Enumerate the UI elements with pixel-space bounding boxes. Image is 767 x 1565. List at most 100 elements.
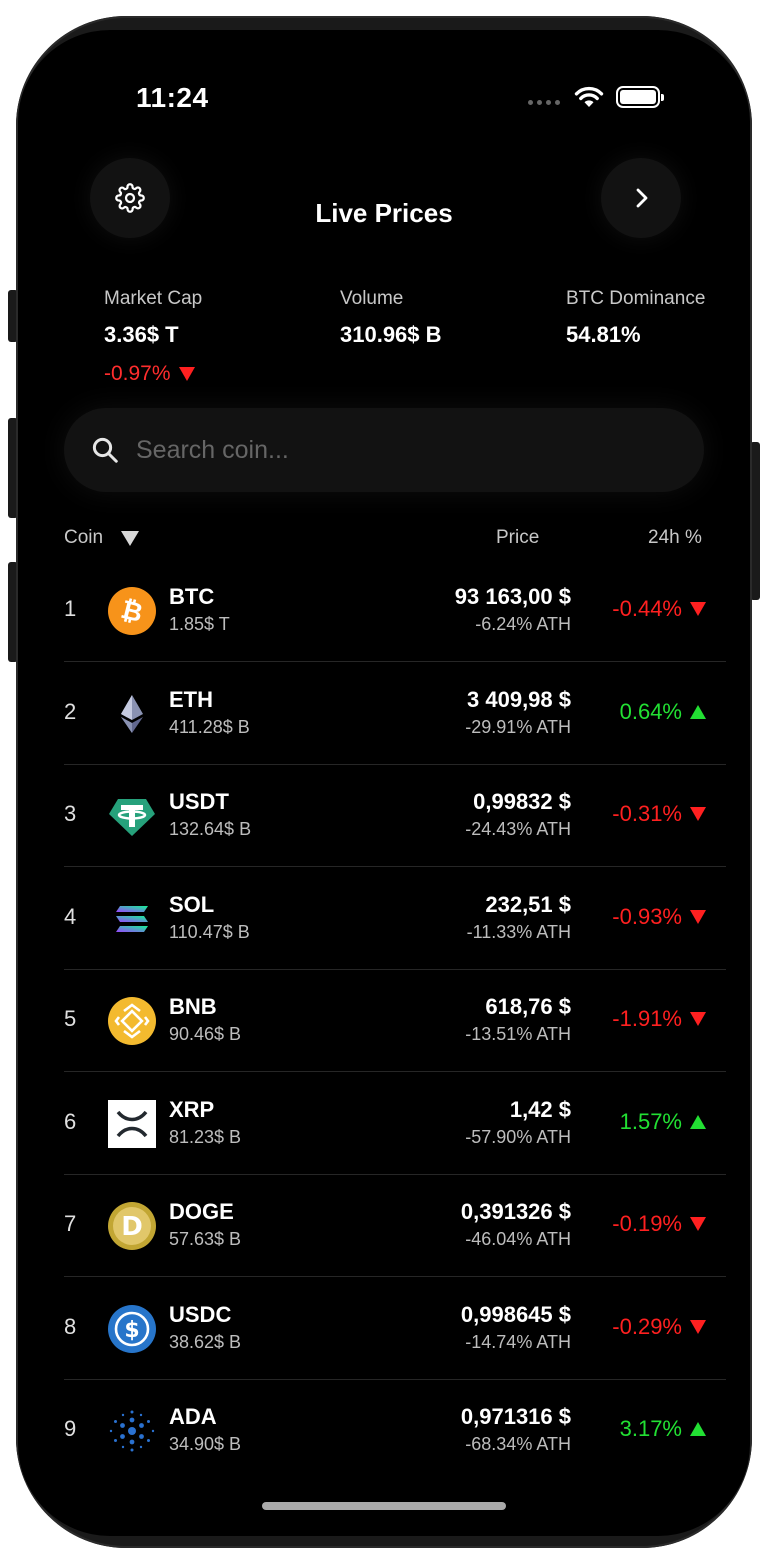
phone-silent-switch [8,290,18,342]
coin-row-xrp[interactable]: 6 XRP 81.23$ B 1,42 $ -57.90% ATH 1.57% [64,1073,726,1175]
coin-change-value: 3.17% [619,1416,682,1441]
coin-ath-distance: -24.43% ATH [465,819,571,839]
coin-row-ada[interactable]: 9 ADA 34.90$ B 0,971316 $ -68.34% ATH 3.17% [64,1380,726,1482]
coin-rank: 1 [64,596,77,621]
phone-volume-down-button [8,562,18,662]
coin-rank: 8 [64,1313,77,1339]
coin-symbol: BTC [169,584,215,609]
sort-down-icon [121,530,140,546]
search-icon [92,437,118,463]
gear-icon [115,183,145,213]
arrow-up-icon [690,1114,706,1129]
coin-change-24h: -0.93% [612,904,706,930]
xrp-icon [108,1099,156,1148]
coin-row-eth[interactable]: 2 ETH 411.28$ B 3 409,98 $ -29.91% ATH 0.64% [64,663,726,765]
app-screen: 11:24 Live Prices Market Cap 3.36$ T -0.… [18,30,750,1536]
coin-price: 93 163,00 $ [454,584,571,609]
coin-change-24h: -0.44% [612,596,706,622]
coin-change-value: -1.91% [612,1006,682,1031]
column-change-header[interactable]: 24h % [648,527,702,548]
market-cap-label: Market Cap [104,288,203,309]
coin-rank: 3 [64,801,77,826]
search-bar[interactable] [64,408,704,492]
chevron-right-icon [636,188,648,208]
ethereum-icon [108,690,156,738]
coin-change-24h: -0.29% [612,1314,706,1340]
coin-symbol: SOL [169,891,215,917]
coin-change-value: -0.31% [612,801,682,826]
coin-market-cap: 81.23$ B [169,1126,242,1147]
coin-rank: 5 [64,1006,77,1031]
coin-market-cap: 132.64$ B [169,819,252,839]
coin-price: 0,971316 $ [460,1404,571,1429]
cardano-icon [108,1407,156,1455]
coin-change-24h: -0.31% [612,801,706,827]
coin-ath-distance: -57.90% ATH [465,1126,571,1147]
coin-rank: 2 [64,698,77,724]
coin-change-value: -0.44% [612,596,682,621]
btc-dominance-stat: BTC Dominance 54.81% [566,288,705,348]
coin-ath-distance: -6.24% ATH [475,614,571,634]
column-price-header[interactable]: Price [496,527,540,548]
coin-change-24h: 1.57% [620,1109,706,1135]
coin-symbol: ADA [169,1404,217,1429]
settings-button[interactable] [90,158,170,238]
coin-ath-distance: -46.04% ATH [465,1229,571,1249]
page-title: Live Prices [315,198,453,228]
market-cap-change: -0.97% [104,362,202,386]
market-cap-stat: Market Cap 3.36$ T -0.97% [104,288,202,386]
btc-dominance-value: 54.81% [566,322,641,347]
coin-market-cap: 411.28$ B [169,716,250,737]
btc-dominance-label: BTC Dominance [566,288,706,309]
coin-price: 3 409,98 $ [467,686,571,712]
dogecoin-icon: D [108,1202,156,1250]
search-input[interactable] [134,434,658,466]
market-cap-change-value: -0.97% [104,362,171,385]
arrow-down-icon [690,1012,706,1026]
coin-price: 232,51 $ [485,891,571,917]
arrow-down-icon [178,367,195,381]
column-coin-header[interactable]: Coin [64,527,140,549]
tether-icon [108,792,156,840]
phone-power-button [750,442,760,600]
coin-change-value: -0.29% [612,1313,682,1339]
coin-rank: 9 [64,1416,77,1441]
market-cap-value: 3.36$ T [104,322,179,347]
battery-icon [616,86,664,108]
coin-change-24h: -0.19% [612,1211,706,1237]
coin-market-cap: 57.63$ B [169,1229,242,1249]
bnb-icon [108,997,156,1045]
coin-rank: 7 [64,1211,77,1236]
coin-ath-distance: -68.34% ATH [465,1434,571,1454]
next-button[interactable] [601,158,681,238]
svg-text:$: $ [124,1318,139,1343]
signal-dots-icon [528,99,560,105]
status-time: 11:24 [136,82,209,113]
coin-row-usdt[interactable]: 3 USDT 132.64$ B 0,99832 $ -24.43% ATH -0.31% [64,765,726,867]
svg-text:D: D [121,1212,143,1242]
coin-market-cap: 34.90$ B [169,1434,242,1454]
coin-row-bnb[interactable]: 5 BNB 90.46$ B 618,76 $ -13.51% ATH -1.91% [64,970,726,1072]
arrow-down-icon [690,1319,706,1334]
coin-symbol: BNB [169,994,217,1019]
arrow-down-icon [690,602,706,616]
coin-symbol: XRP [169,1096,215,1122]
coin-symbol: DOGE [169,1199,234,1224]
coin-change-value: 1.57% [619,1108,682,1134]
coin-market-cap: 38.62$ B [169,1331,242,1352]
coin-row-btc[interactable]: 1 ₿ BTC 1.85$ T 93 163,00 $ -6.24% ATH -0.44% [64,560,726,662]
coin-price: 0,998645 $ [460,1301,571,1327]
coin-rank: 6 [64,1108,77,1134]
coin-rank: 4 [64,903,77,929]
status-icons [528,86,664,108]
home-indicator[interactable] [262,1502,506,1510]
arrow-up-icon [690,704,706,719]
arrow-down-icon [690,807,706,821]
arrow-up-icon [690,1422,706,1436]
coin-row-sol[interactable]: 4 SOL 110.47$ B 232,51 $ -11.33% ATH -0.93% [64,868,726,970]
coin-price: 618,76 $ [485,994,571,1019]
volume-label: Volume [340,288,404,309]
coin-change-24h: -1.91% [612,1006,706,1032]
coin-row-doge[interactable]: 7 D DOGE 57.63$ B 0,391326 $ -46.04% ATH -0.19… [64,1175,726,1277]
coin-row-usdc[interactable]: 8 $ USDC 38.62$ B 0,998645 $ -14.74% ATH -0.29… [64,1278,726,1380]
